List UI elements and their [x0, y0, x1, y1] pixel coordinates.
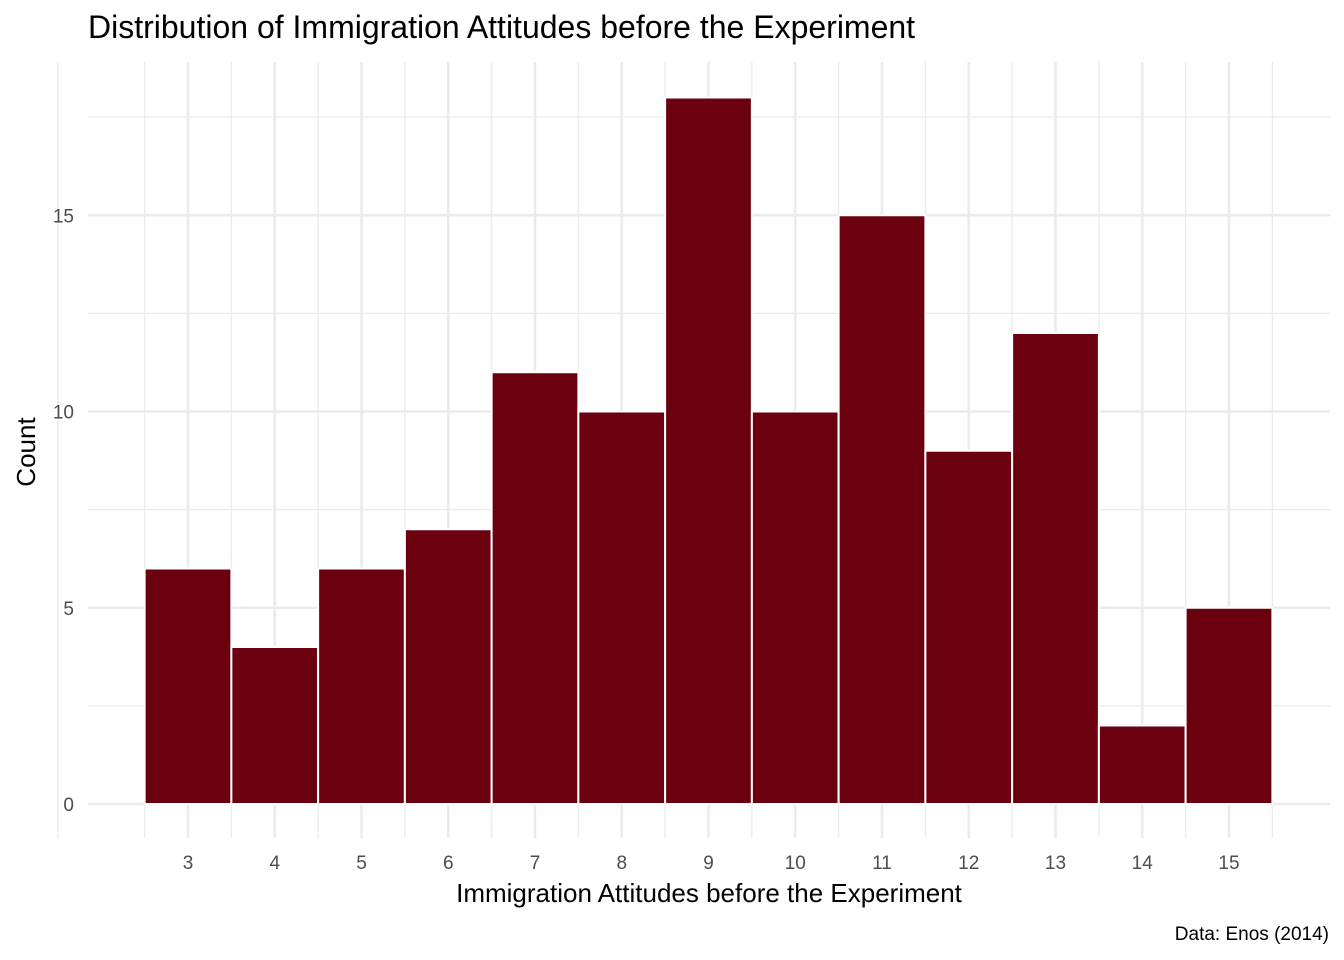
x-tick-label: 6 — [443, 853, 454, 874]
bar-11 — [837, 214, 927, 805]
x-tick-label: 3 — [183, 853, 194, 874]
bar-5 — [317, 567, 406, 805]
bar-3 — [143, 567, 233, 805]
bar-15 — [1184, 606, 1274, 805]
bar-6 — [403, 528, 493, 805]
y-tick-label: 15 — [53, 206, 74, 227]
x-tick-label: 12 — [958, 853, 979, 874]
bar-4 — [230, 646, 320, 805]
bars — [143, 96, 1274, 805]
y-axis-title: Count — [11, 417, 41, 487]
y-tick-label: 0 — [63, 795, 74, 816]
x-tick-label: 15 — [1218, 853, 1239, 874]
data-source-caption: Data: Enos (2014) — [1175, 924, 1329, 945]
bar-7 — [490, 371, 580, 805]
bar-12 — [924, 449, 1014, 805]
y-axis-ticks: 0 5 10 15 — [53, 206, 74, 816]
x-tick-label: 13 — [1045, 853, 1066, 874]
bar-14 — [1097, 724, 1187, 805]
y-tick-label: 5 — [63, 599, 74, 620]
x-tick-label: 4 — [269, 853, 280, 874]
bar-13 — [1011, 332, 1100, 805]
x-tick-label: 14 — [1132, 853, 1154, 874]
bar-9 — [664, 96, 753, 805]
x-axis-ticks: 3 4 5 6 7 8 9 10 11 12 13 14 15 — [183, 853, 1240, 874]
x-axis-title: Immigration Attitudes before the Experim… — [456, 878, 963, 908]
x-tick-label: 7 — [530, 853, 541, 874]
x-tick-label: 9 — [703, 853, 714, 874]
x-tick-label: 10 — [785, 853, 806, 874]
x-tick-label: 8 — [616, 853, 627, 874]
y-tick-label: 10 — [53, 403, 74, 424]
x-tick-label: 11 — [872, 853, 892, 874]
x-tick-label: 5 — [356, 853, 367, 874]
bar-8 — [577, 410, 667, 805]
chart-title: Distribution of Immigration Attitudes be… — [88, 9, 915, 45]
bar-10 — [750, 410, 840, 805]
